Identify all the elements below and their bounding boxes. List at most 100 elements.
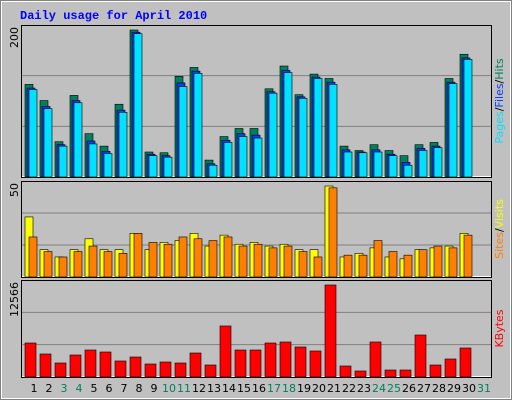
x-tick-label: 31 — [477, 382, 491, 395]
bar — [358, 254, 368, 278]
bar — [193, 73, 203, 178]
bar — [448, 247, 458, 278]
x-tick-label: 5 — [91, 382, 98, 395]
bar — [28, 89, 38, 178]
bar — [144, 363, 157, 378]
bar — [279, 341, 292, 378]
bar — [234, 349, 247, 378]
bar — [463, 59, 473, 178]
bar — [283, 72, 293, 178]
bar — [388, 251, 398, 278]
bar — [283, 245, 293, 278]
x-tick-label: 11 — [177, 382, 191, 395]
bar — [28, 236, 38, 278]
chart-title: Daily usage for April 2010 — [20, 9, 207, 23]
x-tick-label: 24 — [372, 382, 386, 395]
bar — [133, 233, 143, 278]
x-tick-label: 1 — [31, 382, 38, 395]
bar — [193, 238, 203, 278]
bar — [384, 369, 397, 378]
bar — [103, 153, 113, 178]
x-tick-label: 27 — [417, 382, 431, 395]
bar — [69, 354, 82, 378]
x-tick-label: 2 — [46, 382, 53, 395]
bar — [84, 349, 97, 378]
bar — [208, 164, 218, 178]
bar — [369, 341, 382, 378]
bar — [433, 147, 443, 178]
legend: KBytes — [493, 309, 506, 347]
bar — [118, 112, 128, 178]
bar — [178, 236, 188, 278]
y-tick-label: 200 — [8, 27, 21, 48]
bar — [298, 251, 308, 278]
x-tick-label: 22 — [342, 382, 356, 395]
legend-entry: Visits — [493, 199, 506, 228]
x-tick-label: 26 — [402, 382, 416, 395]
bar — [133, 33, 143, 178]
x-tick-label: 29 — [447, 382, 461, 395]
legend: Sites/Visits — [493, 199, 506, 259]
bar — [73, 102, 83, 178]
bar — [238, 245, 248, 278]
bar — [253, 137, 263, 178]
bar — [463, 234, 473, 278]
bar — [328, 84, 338, 178]
bar — [444, 358, 457, 378]
bar — [88, 245, 98, 278]
bar — [54, 362, 67, 378]
legend-entry: Sites — [493, 232, 506, 259]
bar — [73, 251, 83, 278]
bar — [148, 155, 158, 178]
bar — [39, 353, 52, 378]
legend-separator: / — [493, 79, 506, 83]
bar — [343, 151, 353, 178]
bar — [354, 370, 367, 378]
bar — [339, 365, 352, 378]
legend-separator: / — [493, 228, 506, 232]
bar — [148, 242, 158, 278]
bar — [58, 145, 68, 178]
bar — [223, 236, 233, 278]
bar — [418, 249, 428, 278]
bar — [433, 245, 443, 278]
x-tick-label: 10 — [162, 382, 176, 395]
x-tick-label: 16 — [252, 382, 266, 395]
x-tick-label: 30 — [462, 382, 476, 395]
bar — [178, 86, 188, 178]
legend-entry: Hits — [493, 58, 506, 80]
bar — [204, 364, 217, 378]
legend-entry: Files — [493, 83, 506, 107]
bar — [324, 284, 337, 378]
x-tick-label: 23 — [357, 382, 371, 395]
bar — [309, 350, 322, 378]
x-tick-label: 15 — [237, 382, 251, 395]
x-tick-label: 17 — [267, 382, 281, 395]
bar — [43, 251, 53, 278]
bar — [459, 347, 472, 378]
x-tick-label: 28 — [432, 382, 446, 395]
bar — [99, 351, 112, 378]
bar — [88, 143, 98, 178]
bar — [403, 164, 413, 178]
bar — [103, 251, 113, 278]
x-tick-label: 3 — [61, 382, 68, 395]
x-tick-label: 8 — [136, 382, 143, 395]
bar — [163, 243, 173, 278]
bar — [313, 78, 323, 178]
bar — [249, 349, 262, 378]
bar — [268, 92, 278, 178]
legend-separator: / — [493, 107, 506, 111]
bar — [298, 98, 308, 178]
bar — [448, 83, 458, 178]
x-tick-label: 7 — [121, 382, 128, 395]
bar — [268, 247, 278, 278]
bar — [399, 369, 412, 378]
bar — [129, 356, 142, 378]
bar — [429, 364, 442, 378]
bar — [174, 362, 187, 378]
bar — [24, 342, 37, 378]
bar — [219, 325, 232, 378]
